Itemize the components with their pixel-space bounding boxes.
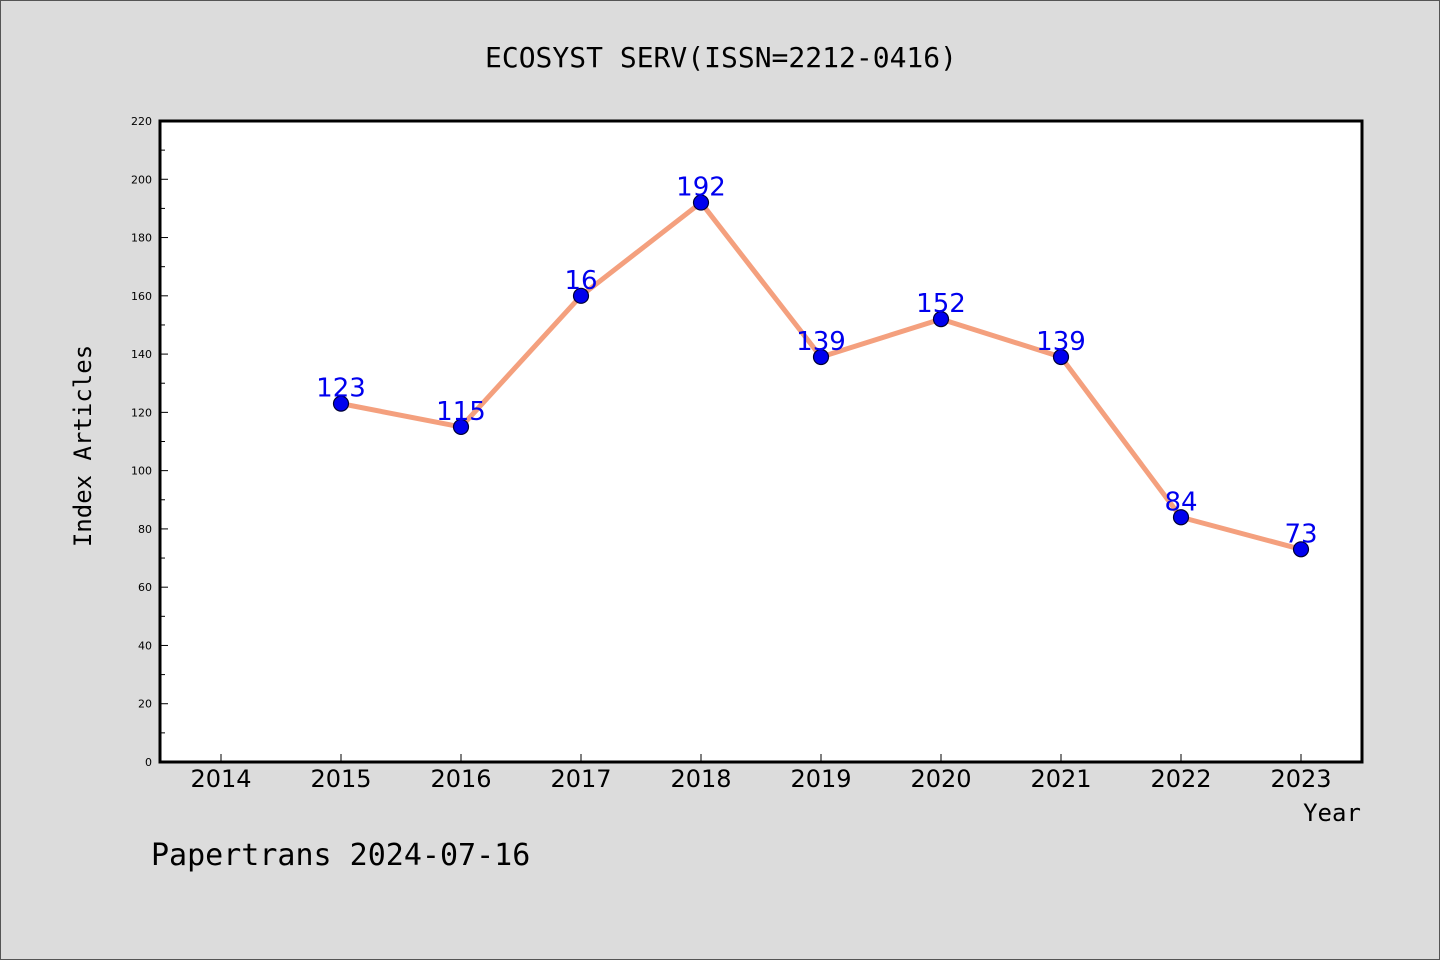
x-axis-ticks: 2014 2015 2016 2017 2018 2019 2020 2021 2022 2023 — [190, 754, 1332, 793]
plot-area — [160, 121, 1362, 762]
footer-text: Papertrans 2024-07-16 — [151, 838, 530, 873]
series-layer — [332, 194, 1310, 558]
x-tick-label: 2022 — [1150, 765, 1211, 793]
data-point-marker — [1172, 509, 1190, 526]
x-tick-label: 2015 — [310, 765, 371, 793]
data-point-marker — [332, 395, 350, 412]
y-tick-label: 200 — [131, 173, 152, 186]
data-label: 152 — [916, 289, 966, 319]
y-tick-label: 40 — [138, 639, 152, 652]
y-tick-label: 220 — [131, 115, 152, 128]
plot-border — [158, 119, 1364, 764]
y-tick-label: 100 — [131, 465, 152, 478]
data-point-marker — [572, 287, 590, 304]
y-tick-label: 140 — [131, 348, 152, 361]
x-tick-label: 2019 — [790, 765, 851, 793]
data-label: 16 — [564, 266, 597, 296]
y-tick-label: 180 — [131, 232, 152, 245]
x-tick-label: 2023 — [1270, 765, 1331, 793]
y-tick-label: 20 — [138, 698, 152, 711]
y-tick-label: 160 — [131, 290, 152, 303]
data-point-marker — [812, 348, 830, 366]
x-tick-label: 2016 — [430, 765, 491, 793]
y-axis-label: Index Articles — [69, 345, 97, 547]
data-point-marker — [452, 418, 470, 436]
x-tick-label: 2021 — [1030, 765, 1091, 793]
data-label: 139 — [1036, 327, 1086, 357]
x-tick-label: 2020 — [910, 765, 971, 793]
data-label: 84 — [1164, 487, 1197, 517]
data-labels: 123 115 16 192 139 152 139 84 73 — [316, 173, 1317, 550]
data-point-marker — [1292, 541, 1310, 558]
data-point-marker — [692, 194, 710, 211]
data-label: 123 — [316, 374, 366, 404]
data-label: 73 — [1284, 519, 1317, 549]
x-tick-label: 2017 — [550, 765, 611, 793]
data-label: 115 — [436, 397, 486, 427]
y-tick-label: 60 — [138, 581, 152, 594]
y-tick-label: 80 — [138, 523, 152, 536]
x-axis-label: Year — [1303, 799, 1361, 827]
chart-title: ECOSYST SERV(ISSN=2212-0416) — [485, 41, 957, 74]
y-tick-label: 0 — [145, 756, 152, 769]
x-tick-label: 2018 — [670, 765, 731, 793]
data-label: 192 — [676, 173, 726, 203]
y-tick-label: 120 — [131, 406, 152, 419]
data-point-marker — [1052, 348, 1070, 366]
x-tick-label: 2014 — [190, 765, 251, 793]
data-point-marker — [932, 311, 950, 328]
data-label: 139 — [796, 327, 846, 357]
